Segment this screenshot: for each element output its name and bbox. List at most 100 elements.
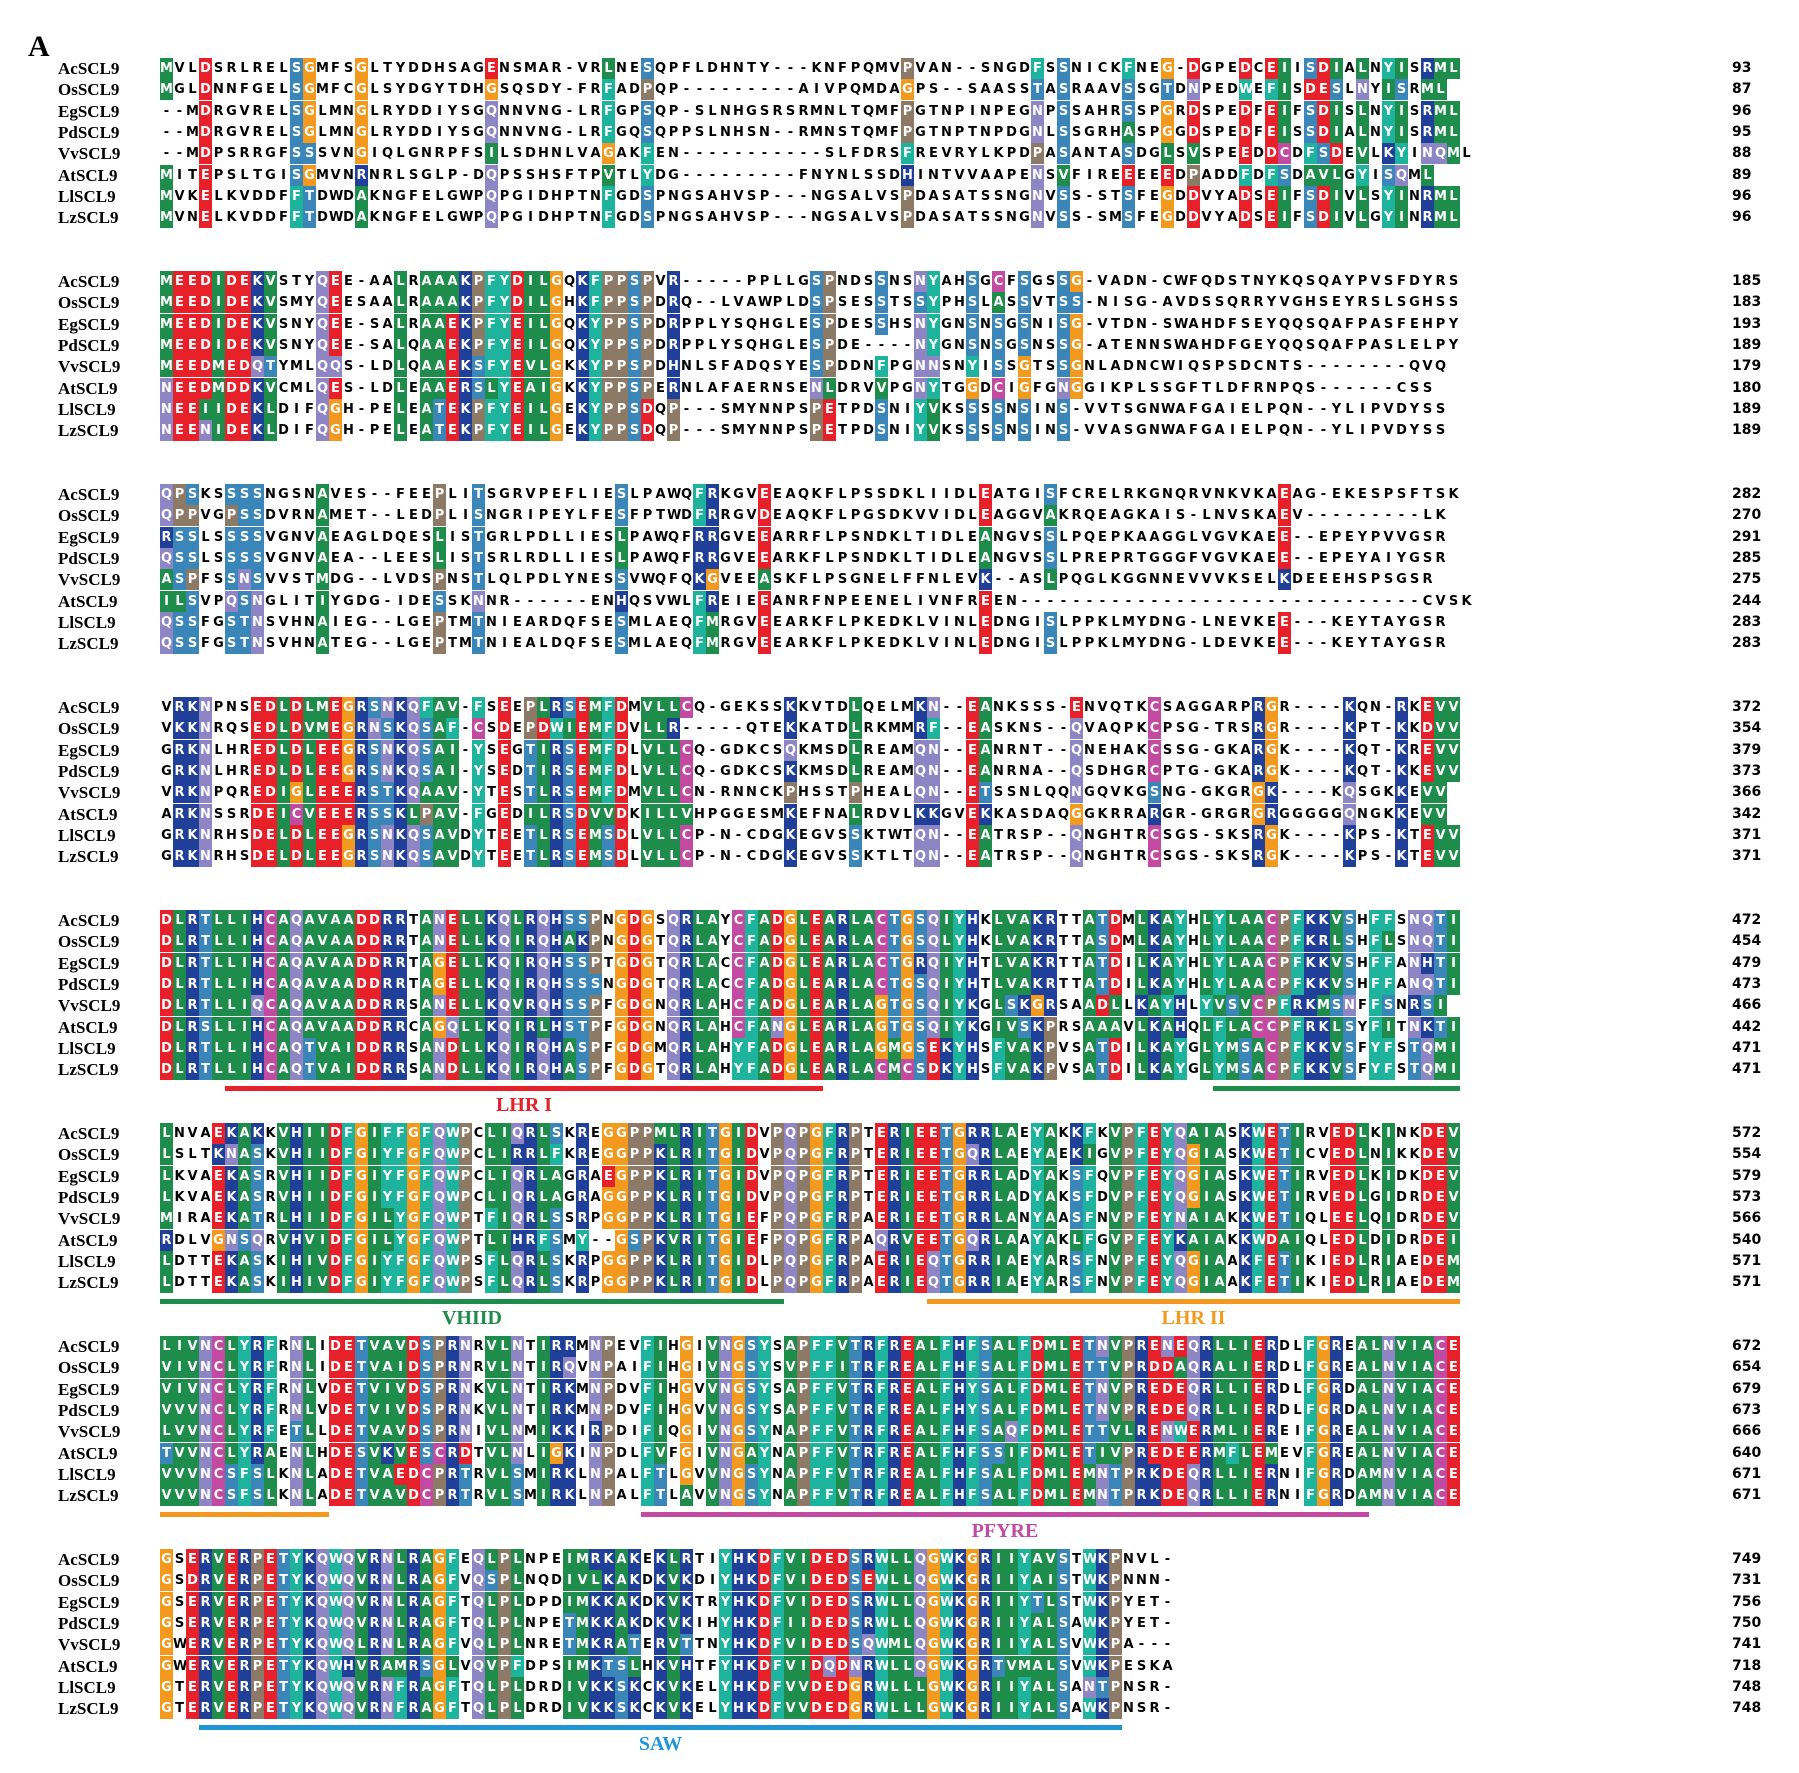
residue: G <box>615 931 628 953</box>
residue: N <box>1174 1208 1187 1230</box>
residue: G <box>1019 103 1030 119</box>
residue: C <box>680 824 693 846</box>
residue: - <box>1320 763 1327 779</box>
residue: A <box>550 1186 563 1208</box>
residue: - <box>1307 700 1314 715</box>
residue: A <box>1083 1016 1096 1038</box>
residue: G <box>407 1208 420 1230</box>
residue: F <box>1135 1123 1148 1144</box>
residue: S <box>863 274 874 289</box>
residue: Q <box>1434 359 1447 375</box>
residue: - <box>1359 359 1366 375</box>
residue: - <box>1294 529 1301 545</box>
residue: D <box>629 210 640 226</box>
residue: H <box>733 103 744 119</box>
residue: P <box>615 334 628 356</box>
residue: L <box>630 487 639 502</box>
residue: R <box>914 952 927 974</box>
residue: L <box>1098 359 1107 375</box>
residue: C <box>732 931 745 953</box>
residue: P <box>797 1272 810 1294</box>
residue: S <box>1018 292 1031 314</box>
residue: - <box>1359 593 1366 609</box>
residue: K <box>1148 1016 1161 1038</box>
residue: F <box>279 146 288 162</box>
residue: V <box>1019 529 1030 545</box>
residue: Q <box>498 910 511 931</box>
residue: F <box>630 508 639 524</box>
residue: A <box>928 61 939 76</box>
residue: Y <box>1174 1059 1187 1081</box>
residue: R <box>576 1272 589 1294</box>
residue: - <box>1294 742 1301 758</box>
residue: A <box>1188 316 1199 332</box>
residue: L <box>786 274 795 289</box>
residue: D <box>1175 167 1186 183</box>
residue: N <box>1370 700 1381 715</box>
residue: T <box>201 1147 210 1163</box>
residue: F <box>1265 164 1278 186</box>
residue: N <box>1370 124 1381 140</box>
residue: G <box>720 742 731 758</box>
residue: P <box>1357 827 1368 843</box>
residue: A <box>563 1037 576 1059</box>
residue: F <box>1397 316 1406 332</box>
residue: T <box>1215 721 1224 737</box>
residue: R <box>265 1232 276 1248</box>
residue: T <box>888 973 901 995</box>
residue: A <box>329 931 342 953</box>
residue: G <box>408 636 419 652</box>
residue: T <box>888 952 901 974</box>
residue: K <box>1279 849 1290 865</box>
residue: M <box>563 1232 576 1248</box>
species-name: EgSCL9 <box>58 740 120 760</box>
residue: G <box>980 274 991 289</box>
residue: G <box>1161 58 1174 79</box>
residue: Q <box>498 995 511 1017</box>
residue: Y <box>395 61 406 76</box>
residue: K <box>226 210 237 226</box>
residue: G <box>784 1016 797 1038</box>
residue: I <box>277 803 290 825</box>
residue: K <box>1148 1059 1161 1081</box>
residue: G <box>1018 356 1031 378</box>
residue: L <box>537 313 550 335</box>
residue: E <box>1122 164 1135 186</box>
residue: - <box>1164 593 1171 609</box>
residue: M <box>628 785 641 801</box>
residue: - <box>696 146 703 162</box>
residue: Y <box>1266 316 1277 332</box>
residue: - <box>774 124 781 140</box>
residue: R <box>1435 550 1446 566</box>
residue: S <box>213 806 224 822</box>
residue: P <box>954 103 965 119</box>
residue: R <box>538 614 549 630</box>
residue: N <box>225 1229 238 1251</box>
residue: V <box>264 377 277 399</box>
residue: V <box>733 188 744 204</box>
residue: L <box>277 846 290 868</box>
sequence: M V L D S R L R E L S GM F S G L T Y D D H S A G E N S M A R - V R L N E S Q P… <box>160 58 1460 79</box>
residue: G <box>798 274 809 289</box>
residue: I <box>992 1016 1005 1038</box>
residue: T <box>201 1253 210 1269</box>
residue: V <box>1434 718 1447 740</box>
residue: R <box>706 526 719 548</box>
residue: L <box>1356 1229 1369 1251</box>
residue: G <box>668 167 679 183</box>
residue: E <box>422 210 431 226</box>
residue: D <box>199 79 212 101</box>
residue: V <box>1447 824 1460 846</box>
residue: P <box>590 1211 601 1227</box>
residue: S <box>1162 827 1173 843</box>
residue: L <box>318 103 327 119</box>
residue: K <box>1058 1189 1069 1205</box>
residue: P <box>538 508 549 524</box>
residue: - <box>371 636 378 652</box>
residue: T <box>524 824 537 846</box>
residue: I <box>277 782 290 804</box>
residue: S <box>1409 572 1420 588</box>
residue: R <box>186 1037 199 1059</box>
residue: A <box>277 995 290 1017</box>
residue: K <box>225 1186 238 1208</box>
